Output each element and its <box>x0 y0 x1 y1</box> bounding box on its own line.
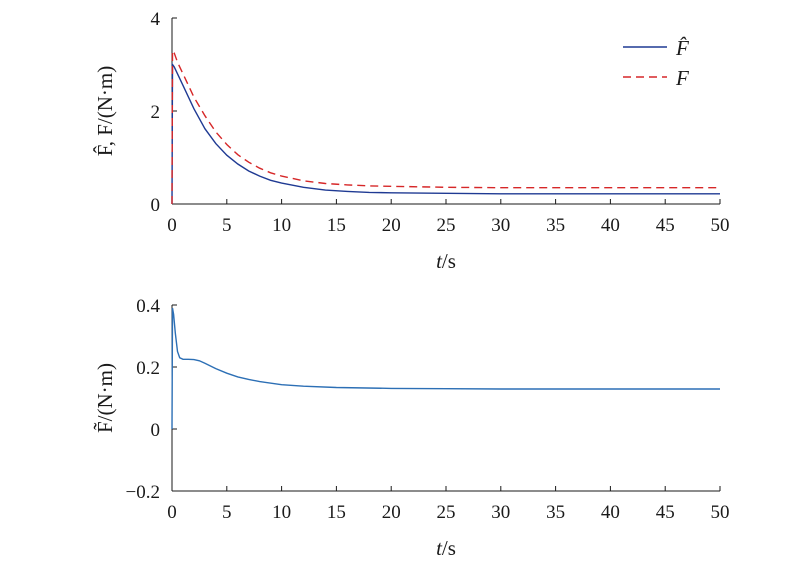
top-x-axis-label-unit: /s <box>442 249 456 273</box>
bottom-x-tick-label: 5 <box>222 502 232 523</box>
top-series-line-1 <box>171 62 720 205</box>
bottom-series-line-1 <box>171 307 720 430</box>
top-x-tick-label: 20 <box>382 215 401 236</box>
bottom-x-tick-label: 30 <box>491 502 510 523</box>
bottom-x-tick-label: 15 <box>327 502 346 523</box>
bottom-x-tick-label: 40 <box>601 502 620 523</box>
top-x-tick-label: 40 <box>601 215 620 236</box>
top-x-axis-label-var: t <box>436 249 443 273</box>
legend-label-1: F̂ <box>675 36 689 60</box>
top-x-tick-label: 30 <box>491 215 510 236</box>
top-x-tick-label: 25 <box>437 215 456 236</box>
bottom-ticks: 0 5 10 15 20 25 30 35 40 45 50 −0.2 0 0.2 0.4 <box>126 296 730 523</box>
top-ticks: 0 5 10 15 20 25 30 35 40 45 50 0 2 4 <box>151 9 730 236</box>
top-x-tick-label: 5 <box>222 215 232 236</box>
bottom-y-axis-label: F̃/(N·m) <box>93 363 117 433</box>
top-x-tick-label: 15 <box>327 215 346 236</box>
bottom-x-axis-label-unit: /s <box>442 536 456 560</box>
bottom-y-tick-label: 0.4 <box>136 296 160 317</box>
top-y-tick-label: 0 <box>151 195 161 216</box>
top-legend: F̂ F <box>623 36 689 90</box>
top-series <box>171 48 720 205</box>
top-y-axis-label: F̂, F/(N·m) <box>93 66 117 157</box>
top-x-tick-label: 35 <box>546 215 565 236</box>
top-y-tick-label: 4 <box>151 9 161 30</box>
bottom-x-axis-label: t/s <box>436 536 456 560</box>
bottom-x-tick-label: 45 <box>656 502 675 523</box>
bottom-x-axis-label-var: t <box>436 536 443 560</box>
top-x-tick-label: 50 <box>711 215 730 236</box>
bottom-x-tick-label: 35 <box>546 502 565 523</box>
top-series-line-2 <box>171 48 720 205</box>
bottom-y-tick-label: 0 <box>151 420 161 441</box>
bottom-x-tick-label: 0 <box>167 502 177 523</box>
bottom-chart: 0 5 10 15 20 25 30 35 40 45 50 −0.2 0 0.2 0.4 t/s F̃/(… <box>93 296 730 560</box>
bottom-x-tick-label: 10 <box>272 502 291 523</box>
legend-label-2: F <box>675 66 689 90</box>
bottom-y-tick-label: −0.2 <box>126 482 160 503</box>
bottom-x-tick-label: 50 <box>711 502 730 523</box>
bottom-x-tick-label: 25 <box>437 502 456 523</box>
top-x-tick-label: 0 <box>167 215 177 236</box>
top-x-tick-label: 10 <box>272 215 291 236</box>
bottom-series <box>171 307 720 430</box>
bottom-x-tick-label: 20 <box>382 502 401 523</box>
top-x-axis-label: t/s <box>436 249 456 273</box>
top-y-tick-label: 2 <box>151 102 161 123</box>
top-x-tick-label: 45 <box>656 215 675 236</box>
bottom-y-tick-label: 0.2 <box>136 358 160 379</box>
